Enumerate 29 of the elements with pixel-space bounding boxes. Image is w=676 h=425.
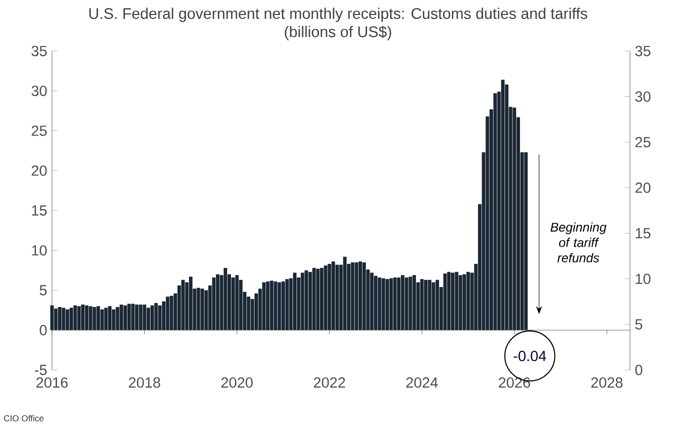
x-tick-label: 2024 — [406, 377, 438, 388]
y2-tick-label: 0 — [635, 364, 642, 376]
y-tick-label: 0 — [40, 324, 47, 336]
y-tick-label: 10 — [32, 245, 47, 256]
chart-subtitle: (billions of US$) — [284, 26, 392, 40]
x-tick-label: 2020 — [221, 377, 253, 388]
y-tick-label: 20 — [32, 165, 47, 176]
y-tick-label: -5 — [34, 364, 47, 376]
y2-tick-label: 20 — [635, 182, 650, 193]
y-tick-label: 25 — [32, 126, 47, 136]
y-tick-label: 5 — [40, 285, 47, 296]
x-tick-label: 2018 — [128, 377, 160, 388]
y2-tick-label: 5 — [635, 319, 642, 330]
y2-tick-label: 15 — [636, 228, 650, 238]
chart-title: U.S. Federal government net monthly receipts: Customs duties and tariffs — [89, 8, 588, 22]
data-label: -0.04 — [514, 350, 546, 362]
x-tick-label: 2028 — [591, 377, 623, 388]
annotation: Beginning of tariff refunds — [550, 222, 606, 262]
y-tick-label: 35 — [32, 46, 47, 56]
x-tick-label: 2022 — [314, 377, 346, 388]
x-tick-label: 2026 — [498, 377, 530, 388]
text: CIO Office — [4, 415, 44, 422]
y-tick-label: 30 — [32, 86, 47, 96]
y2-tick-label: 35 — [635, 46, 650, 56]
x-tick-label: 2016 — [36, 377, 68, 388]
y2-tick-label: 25 — [635, 136, 650, 148]
y-tick-label: 15 — [32, 205, 47, 216]
y2-tick-label: 10 — [636, 274, 650, 284]
y2-tick-label: 30 — [635, 91, 650, 102]
